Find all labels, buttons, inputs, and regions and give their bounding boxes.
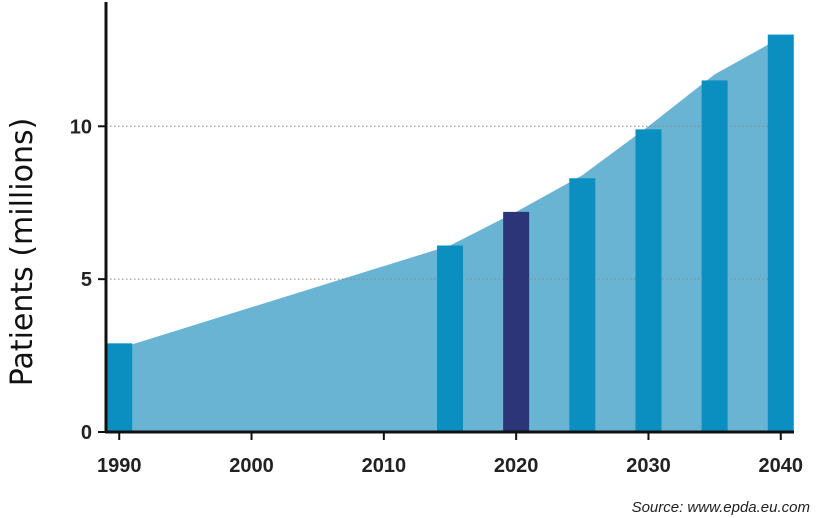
bar-2020 xyxy=(503,212,529,432)
x-tick-label-2040: 2040 xyxy=(759,455,804,477)
x-tick-label-2010: 2010 xyxy=(362,455,407,477)
x-tick-label-2020: 2020 xyxy=(494,455,539,477)
bar-1990 xyxy=(106,343,132,432)
bar-2025 xyxy=(569,178,595,432)
bar-2015 xyxy=(437,246,463,432)
y-tick-label-10: 10 xyxy=(70,116,92,138)
y-axis-label: Patients (millions) xyxy=(5,118,40,387)
y-tick-label-5: 5 xyxy=(81,269,92,291)
x-tick-label-2030: 2030 xyxy=(626,455,671,477)
source-note: Source: www.epda.eu.com xyxy=(632,499,810,516)
parkinsons-patients-chart: 0 5 10 1990 2000 2010 2020 2030 2040 Patients (… xyxy=(0,0,820,518)
y-tick-labels: 0 5 10 xyxy=(70,116,92,444)
x-tick-labels: 1990 2000 2010 2020 2030 2040 xyxy=(97,455,803,477)
bar-2035 xyxy=(702,80,728,432)
bar-2040 xyxy=(768,35,794,432)
x-tick-label-2000: 2000 xyxy=(229,455,274,477)
x-tick-label-1990: 1990 xyxy=(97,455,142,477)
y-tick-label-0: 0 xyxy=(81,422,92,444)
bar-2030 xyxy=(635,129,661,432)
